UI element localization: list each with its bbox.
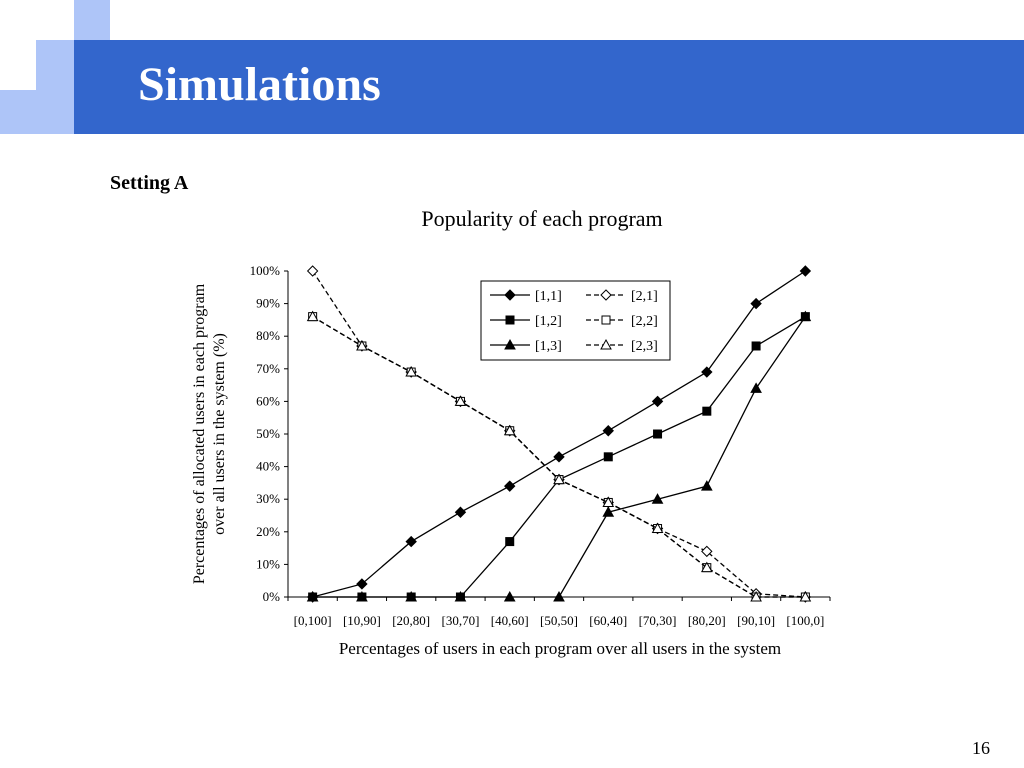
y-tick-label: 30% bbox=[256, 491, 280, 506]
data-point bbox=[454, 506, 467, 518]
data-point bbox=[454, 590, 467, 602]
data-point bbox=[799, 590, 812, 602]
data-point bbox=[750, 297, 762, 310]
data-point bbox=[700, 480, 713, 491]
y-tick-label: 40% bbox=[256, 459, 280, 474]
legend-label: [2,3] bbox=[631, 339, 658, 354]
legend-marker bbox=[505, 315, 515, 325]
legend-marker bbox=[504, 289, 516, 301]
legend-label: [1,2] bbox=[535, 314, 562, 329]
data-point bbox=[603, 452, 613, 462]
series-[2,3] bbox=[306, 310, 812, 602]
decor-square bbox=[0, 90, 36, 134]
data-point bbox=[653, 429, 663, 439]
slide-title: Simulations bbox=[138, 58, 381, 111]
data-point bbox=[306, 310, 319, 322]
data-point bbox=[750, 382, 762, 393]
chart-series bbox=[306, 265, 812, 603]
data-point bbox=[505, 537, 515, 547]
decor-square bbox=[74, 0, 110, 40]
chart-axes: 0% 10% 20% 30% 40% 50% 60% 70% 80% 90% 100% [0,100]… bbox=[250, 263, 831, 628]
x-tick-label: [80,20] bbox=[688, 613, 726, 628]
data-point bbox=[602, 496, 615, 507]
y-tick-label: 100% bbox=[250, 263, 281, 278]
data-point bbox=[405, 366, 418, 377]
data-point bbox=[702, 406, 712, 416]
x-tick-label: [20,80] bbox=[392, 613, 430, 628]
data-point bbox=[553, 590, 565, 602]
data-point bbox=[306, 265, 319, 277]
x-tick-label: [60,40] bbox=[589, 613, 627, 628]
y-tick-label: 20% bbox=[256, 524, 280, 539]
decor-square bbox=[36, 40, 74, 134]
x-tick-label: [90,10] bbox=[737, 613, 775, 628]
setting-label: Setting A bbox=[110, 172, 189, 194]
legend-marker bbox=[600, 338, 612, 350]
x-tick-label: [70,30] bbox=[639, 613, 677, 628]
series-[1,3] bbox=[306, 310, 812, 602]
data-point bbox=[504, 480, 516, 492]
y-axis-label-line: Percentages of allocated users in each p… bbox=[191, 283, 208, 584]
data-point bbox=[405, 590, 418, 602]
data-point bbox=[651, 493, 664, 504]
y-tick-label: 60% bbox=[256, 393, 280, 408]
data-point bbox=[553, 451, 565, 463]
y-tick-label: 80% bbox=[256, 328, 280, 343]
y-tick-label: 70% bbox=[256, 361, 280, 376]
chart-legend: [1,1] [2,1] [1,2] [2,2] [1,3] [2,3] bbox=[480, 280, 671, 361]
data-point bbox=[651, 522, 664, 534]
y-tick-label: 90% bbox=[256, 296, 280, 311]
x-tick-label: [10,90] bbox=[343, 613, 381, 628]
x-tick-label: [100,0] bbox=[786, 613, 824, 628]
y-tick-label: 0% bbox=[263, 589, 281, 604]
data-point bbox=[799, 265, 812, 277]
x-tick-label: [40,60] bbox=[491, 613, 529, 628]
data-point bbox=[306, 590, 319, 602]
data-point bbox=[405, 535, 417, 548]
y-tick-label: 10% bbox=[256, 556, 280, 571]
legend-marker bbox=[504, 338, 516, 350]
data-point bbox=[750, 590, 762, 602]
data-point bbox=[602, 425, 614, 437]
legend-label: [2,1] bbox=[631, 289, 658, 304]
legend-label: [2,2] bbox=[631, 314, 658, 329]
data-point bbox=[503, 424, 516, 436]
line-chart: 0% 10% 20% 30% 40% 50% 60% 70% 80% 90% 100% [0,100]… bbox=[191, 263, 831, 658]
data-point bbox=[602, 506, 615, 517]
y-axis-label-line: over all users in the system (%) bbox=[211, 333, 228, 535]
data-point bbox=[651, 395, 664, 408]
data-point bbox=[799, 310, 812, 322]
x-tick-label: [30,70] bbox=[441, 613, 479, 628]
data-point bbox=[503, 590, 516, 602]
x-tick-label: [0,100] bbox=[294, 613, 332, 628]
data-point bbox=[700, 561, 713, 573]
page-number: 16 bbox=[972, 738, 990, 758]
x-axis-label: Percentages of users in each program ove… bbox=[339, 639, 781, 658]
legend-label: [1,1] bbox=[535, 289, 562, 304]
legend-label: [1,3] bbox=[535, 339, 562, 354]
data-point bbox=[701, 545, 713, 558]
data-point bbox=[701, 366, 713, 378]
data-point bbox=[356, 339, 368, 351]
x-tick-label: [50,50] bbox=[540, 613, 578, 628]
y-axis-label: Percentages of allocated users in each p… bbox=[191, 283, 228, 584]
chart-caption: Popularity of each program bbox=[421, 206, 663, 231]
data-point bbox=[751, 341, 761, 351]
data-point bbox=[454, 395, 467, 406]
data-point bbox=[356, 578, 368, 590]
data-point bbox=[356, 590, 368, 602]
legend-marker bbox=[601, 315, 611, 325]
data-point bbox=[553, 473, 565, 485]
legend-marker bbox=[600, 289, 612, 301]
header-bar bbox=[74, 40, 1024, 134]
y-tick-label: 50% bbox=[256, 426, 280, 441]
